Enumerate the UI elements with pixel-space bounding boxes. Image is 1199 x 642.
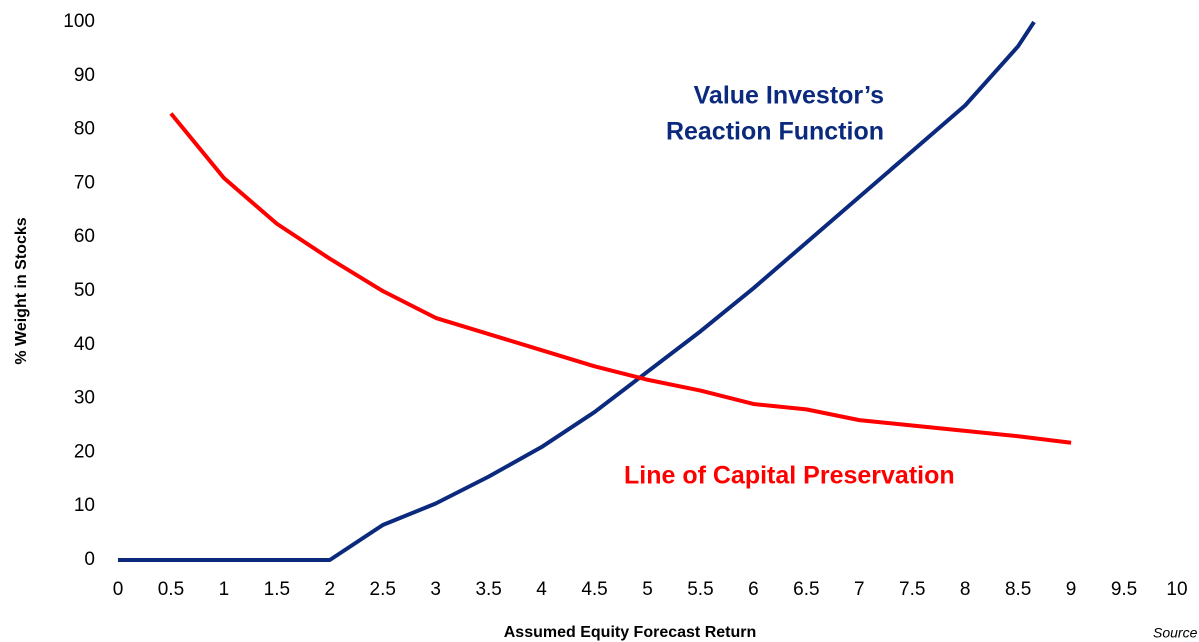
x-tick-label: 5 (642, 579, 653, 600)
x-tick-label: 8 (960, 579, 971, 600)
series-line (169, 112, 1072, 445)
x-tick-label: 6 (748, 579, 759, 600)
y-tick-label: 10 (74, 495, 95, 516)
x-tick-label: 7 (854, 579, 865, 600)
x-tick-label: 2.5 (370, 579, 396, 600)
x-tick-label: 6.5 (793, 579, 819, 600)
annotation: Line of Capital Preservation (624, 462, 955, 490)
x-tick-label: 8.5 (1005, 579, 1031, 600)
x-tick-label: 9 (1066, 579, 1077, 600)
x-tick-label: 10 (1166, 579, 1187, 600)
y-tick-label: 40 (74, 334, 95, 355)
x-tick-label: 0.5 (158, 579, 184, 600)
x-tick-label: 1 (219, 579, 230, 600)
series-line (118, 20, 1036, 562)
annotation: Reaction Function (666, 118, 884, 146)
x-tick-label: 4 (536, 579, 547, 600)
y-tick-label: 100 (63, 11, 95, 32)
annotation: Value Investor’s (694, 82, 884, 110)
x-tick-label: 9.5 (1111, 579, 1137, 600)
y-tick-label: 80 (74, 119, 95, 140)
source-note: Source (1153, 625, 1198, 641)
y-tick-label: 30 (74, 388, 95, 409)
y-tick-label: 70 (74, 172, 95, 193)
y-tick-label: 60 (74, 226, 95, 247)
y-tick-label: 50 (74, 280, 95, 301)
x-tick-label: 5.5 (687, 579, 713, 600)
x-tick-label: 0 (113, 579, 124, 600)
x-tick-label: 4.5 (581, 579, 607, 600)
y-tick-label: 20 (74, 441, 95, 462)
y-tick-label: 0 (84, 549, 95, 570)
y-axis-label: % Weight in Stocks (13, 217, 30, 364)
x-tick-label: 7.5 (899, 579, 925, 600)
y-tick-label: 90 (74, 65, 95, 86)
x-axis-label: Assumed Equity Forecast Return (504, 624, 757, 641)
x-tick-label: 1.5 (264, 579, 290, 600)
x-tick-label: 2 (325, 579, 336, 600)
x-tick-label: 3 (430, 579, 441, 600)
x-tick-label: 3.5 (475, 579, 501, 600)
